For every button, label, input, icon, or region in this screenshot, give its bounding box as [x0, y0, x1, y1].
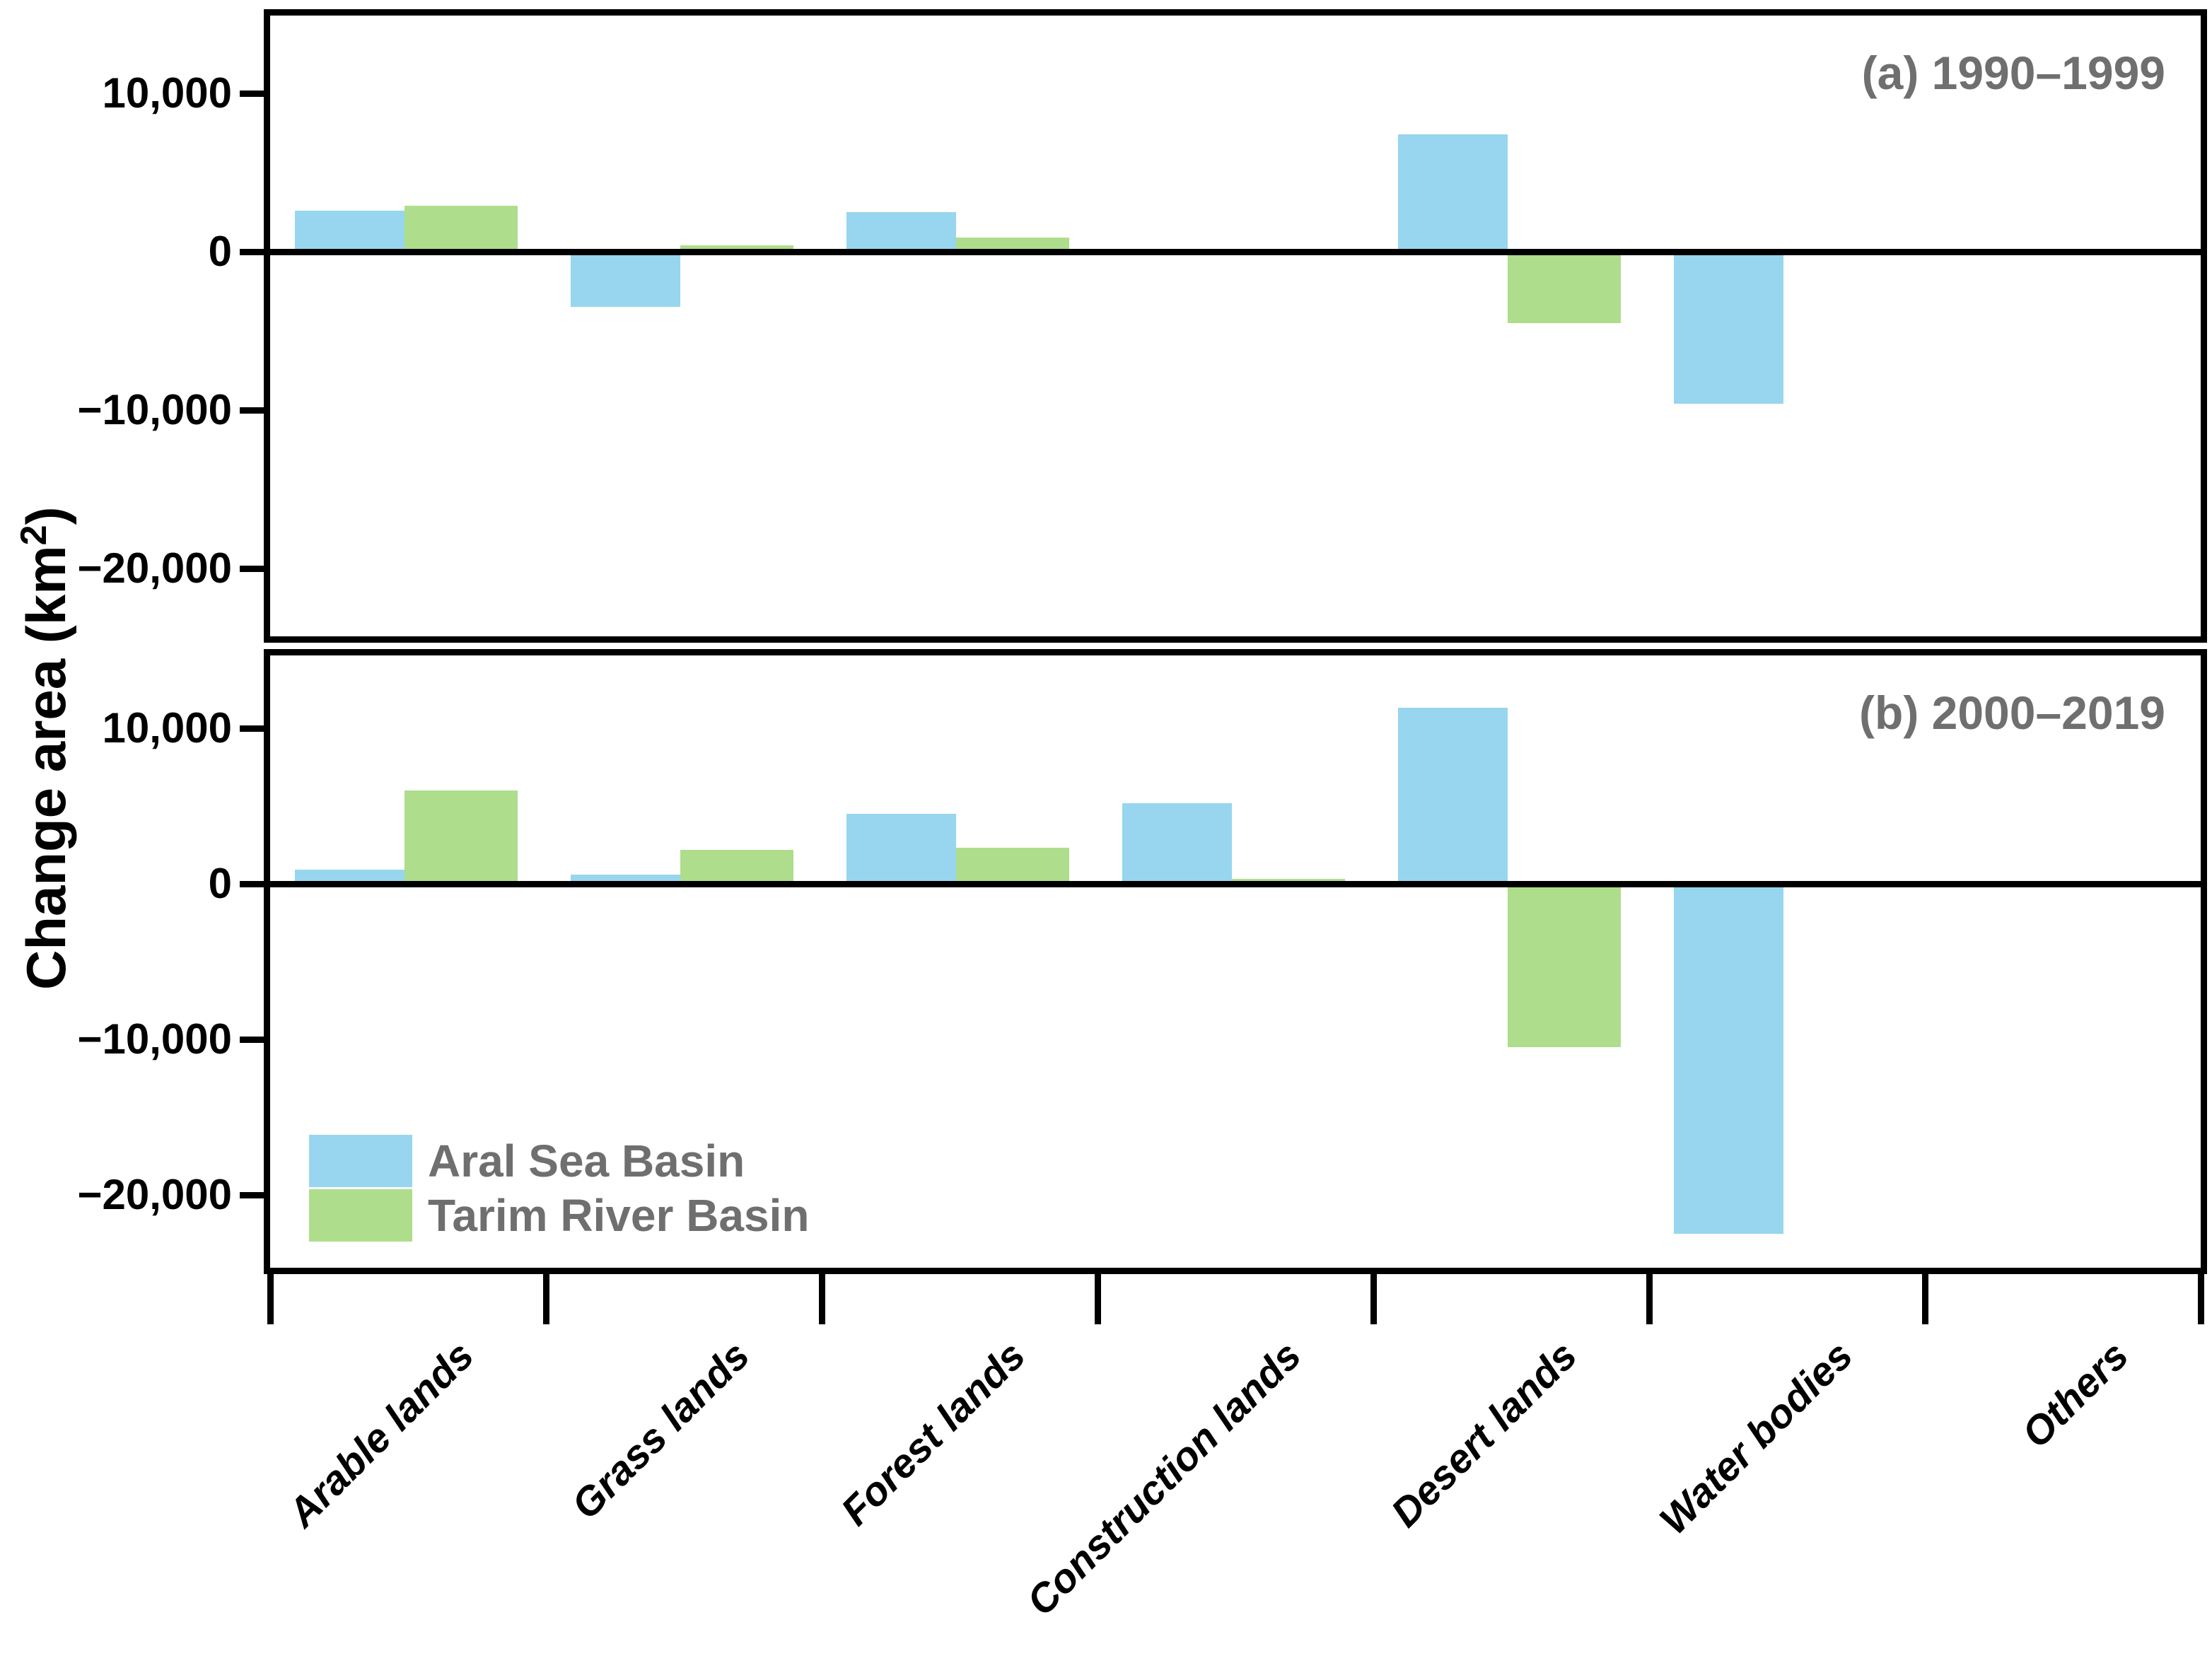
x-tick-boundary — [2197, 1271, 2204, 1324]
bar-a-aral-sea-basin-forest-lands — [846, 212, 956, 252]
zero-axis-line-b — [270, 881, 2201, 887]
bar-b-aral-sea-basin-water-bodies — [1674, 884, 1783, 1234]
x-tick-boundary — [267, 1271, 274, 1324]
legend-swatch-aral-sea-basin — [309, 1135, 412, 1187]
x-tick-boundary — [1921, 1271, 1928, 1324]
y-axis-title-pre: Change area (km — [15, 545, 77, 990]
y-tick-b — [240, 1037, 270, 1043]
y-tick-label-a: 0 — [208, 228, 232, 275]
panel-a: (a) 1990–1999 — [264, 9, 2207, 643]
bar-a-tarim-river-basin-arable-lands — [404, 206, 518, 252]
y-tick-b — [240, 881, 270, 887]
x-category-label-water-bodies: Water bodies — [1651, 1333, 1862, 1543]
panel-a-tag: (a) 1990–1999 — [1861, 47, 2165, 99]
panel-b-tag: (b) 2000–2019 — [1859, 687, 2165, 739]
bar-b-aral-sea-basin-construction-lands — [1122, 803, 1232, 884]
zero-axis-line-a — [270, 249, 2201, 255]
bar-b-tarim-river-basin-arable-lands — [404, 790, 518, 884]
x-category-label-grass-lands: Grass lands — [563, 1333, 759, 1529]
x-tick-boundary — [1370, 1271, 1377, 1324]
bar-a-aral-sea-basin-grass-lands — [571, 252, 680, 308]
bar-a-tarim-river-basin-desert-lands — [1508, 252, 1621, 323]
y-tick-label-b: 10,000 — [102, 704, 232, 752]
bar-b-aral-sea-basin-arable-lands — [295, 870, 404, 884]
bar-a-tarim-river-basin-forest-lands — [956, 237, 1069, 252]
y-tick-a — [240, 249, 270, 255]
y-tick-label-b: −10,000 — [77, 1015, 232, 1063]
bar-a-aral-sea-basin-arable-lands — [295, 210, 404, 252]
x-category-label-arable-lands: Arable lands — [279, 1333, 483, 1536]
bar-a-tarim-river-basin-grass-lands — [680, 245, 793, 252]
y-axis-title-post: ) — [15, 506, 77, 525]
bar-b-tarim-river-basin-desert-lands — [1508, 884, 1621, 1047]
bar-b-aral-sea-basin-forest-lands — [846, 814, 956, 884]
y-tick-label-a: −10,000 — [77, 386, 232, 433]
x-category-label-others: Others — [2013, 1333, 2138, 1457]
bar-b-aral-sea-basin-desert-lands — [1398, 708, 1508, 884]
y-tick-a — [240, 566, 270, 572]
y-axis-title-superscript: 2 — [13, 525, 54, 546]
legend-label-aral-sea-basin: Aral Sea Basin — [428, 1136, 745, 1186]
panel-b: (b) 2000–2019 — [264, 649, 2207, 1274]
y-tick-label-a: −20,000 — [77, 544, 232, 592]
y-tick-label-b: 0 — [208, 860, 232, 907]
legend-swatch-tarim-river-basin — [309, 1189, 412, 1242]
bar-a-aral-sea-basin-desert-lands — [1398, 134, 1508, 252]
bar-b-tarim-river-basin-grass-lands — [680, 849, 793, 884]
x-tick-boundary — [1646, 1271, 1653, 1324]
legend-label-tarim-river-basin: Tarim River Basin — [428, 1190, 810, 1241]
x-category-label-construction-lands: Construction lands — [1018, 1333, 1310, 1625]
x-tick-boundary — [1094, 1271, 1101, 1324]
y-tick-b — [240, 1192, 270, 1198]
y-tick-b — [240, 725, 270, 732]
figure-canvas: { "chart_data": { "type": "bar", "title"… — [13, 9, 2207, 1625]
x-tick-boundary — [818, 1271, 825, 1324]
bar-a-aral-sea-basin-water-bodies — [1674, 252, 1783, 404]
panel-a-plot-area — [270, 16, 2201, 636]
panel-b-plot-area — [270, 655, 2201, 1268]
y-tick-label-b: −20,000 — [77, 1171, 232, 1218]
x-category-label-forest-lands: Forest lands — [832, 1333, 1035, 1534]
bar-b-tarim-river-basin-forest-lands — [956, 848, 1069, 884]
y-tick-a — [240, 407, 270, 414]
y-tick-label-a: 10,000 — [102, 69, 232, 117]
y-tick-a — [240, 91, 270, 97]
x-tick-boundary — [542, 1271, 549, 1324]
x-category-label-desert-lands: Desert lands — [1382, 1333, 1586, 1536]
